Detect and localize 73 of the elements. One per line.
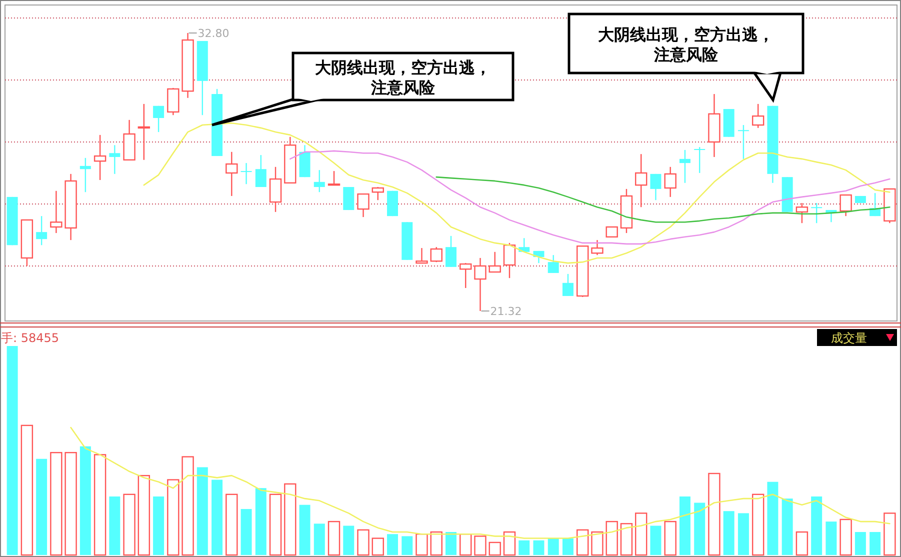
candlestick (488, 251, 501, 273)
candlestick (226, 151, 238, 197)
bar (255, 488, 266, 555)
candlestick (635, 153, 648, 208)
candlestick (109, 144, 120, 175)
candlestick (430, 246, 442, 263)
bar (153, 496, 164, 555)
candlestick (36, 215, 48, 246)
candlestick (811, 202, 822, 224)
bar (314, 524, 325, 555)
bar (548, 538, 559, 555)
candlestick (138, 103, 150, 160)
candlestick (664, 166, 676, 198)
candlestick (679, 149, 690, 184)
candlestick (328, 170, 340, 186)
bar (826, 522, 837, 555)
bar (240, 509, 252, 555)
candlestick (694, 146, 706, 174)
chart-title: 成交量 (831, 331, 867, 346)
bar (80, 446, 91, 555)
candlestick (314, 169, 325, 193)
candlestick (738, 124, 749, 160)
bar (518, 540, 530, 555)
bar (767, 482, 778, 555)
candlestick (548, 254, 559, 274)
candlestick (416, 247, 428, 264)
annotation: 大阴线出现，空方出逃，注意风险 (315, 58, 491, 98)
bar (854, 532, 866, 555)
candlestick (606, 226, 618, 238)
candlestick (240, 162, 252, 185)
annotation: 大阴线出现，空方出逃，注意风险 (598, 25, 774, 64)
bar (562, 538, 574, 555)
bar (109, 496, 120, 555)
candlestick (167, 87, 180, 116)
bar (650, 526, 662, 555)
candlestick (94, 134, 106, 181)
bar (299, 504, 310, 555)
bar (446, 532, 456, 555)
annotation: 32.80 (198, 26, 230, 40)
bar (402, 536, 413, 555)
bar (679, 496, 690, 555)
annotation: 21.32 (490, 304, 522, 318)
candlestick (50, 190, 62, 234)
candlestick (372, 186, 384, 201)
bar (387, 534, 398, 555)
candlestick (840, 194, 852, 217)
bar (870, 532, 881, 555)
bar (6, 346, 18, 555)
candlestick (255, 154, 266, 188)
candlestick (752, 103, 764, 129)
candlestick (357, 193, 370, 218)
candlestick (591, 239, 604, 256)
bar (738, 513, 749, 555)
bar (782, 498, 793, 555)
bar (694, 502, 706, 555)
candlestick (796, 202, 808, 224)
bar (212, 480, 223, 555)
bar (196, 467, 208, 555)
bar (811, 496, 822, 555)
bar (723, 511, 734, 555)
candlestick (562, 273, 574, 297)
candlestick (650, 173, 662, 201)
bar (36, 458, 48, 555)
candlestick (503, 242, 516, 279)
candlestick (153, 105, 164, 133)
candlestick (343, 186, 354, 211)
candlestick (460, 262, 472, 289)
bar (533, 540, 544, 555)
candlestick (80, 157, 91, 193)
candlestick (269, 166, 282, 213)
candlestick (446, 235, 456, 268)
bar (343, 526, 354, 555)
text: 手: 58455 (1, 331, 60, 346)
